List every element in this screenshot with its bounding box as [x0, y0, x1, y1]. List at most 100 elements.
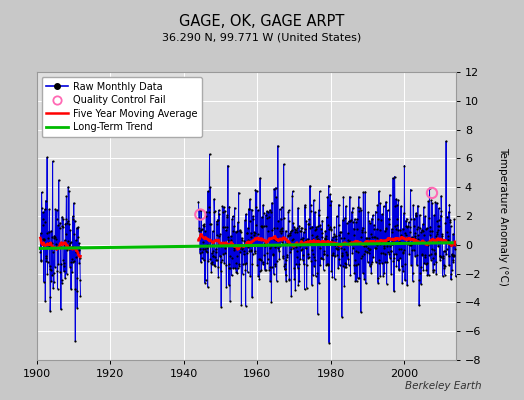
Point	[370, 234, 379, 240]
Point	[383, 259, 391, 266]
Point	[348, 208, 356, 215]
Point	[231, 204, 239, 211]
Point	[371, 245, 379, 252]
Point	[339, 194, 347, 200]
Point	[41, 298, 49, 304]
Point	[71, 218, 79, 224]
Point	[433, 218, 441, 224]
Point	[314, 223, 322, 230]
Point	[198, 226, 206, 233]
Point	[75, 244, 84, 250]
Point	[205, 151, 214, 157]
Point	[261, 243, 269, 249]
Point	[73, 288, 81, 294]
Point	[53, 286, 62, 292]
Point	[404, 223, 412, 229]
Point	[292, 229, 301, 235]
Point	[258, 214, 266, 220]
Point	[226, 298, 234, 304]
Point	[308, 223, 316, 230]
Point	[398, 250, 407, 256]
Point	[288, 237, 296, 244]
Point	[450, 252, 458, 258]
Point	[281, 261, 289, 267]
Point	[312, 234, 320, 240]
Point	[447, 252, 456, 258]
Point	[366, 231, 375, 237]
Point	[69, 259, 78, 266]
Point	[274, 218, 282, 224]
Point	[245, 218, 254, 224]
Point	[303, 262, 311, 269]
Point	[340, 282, 348, 289]
Point	[43, 271, 51, 277]
Point	[376, 273, 385, 280]
Point	[216, 231, 224, 238]
Point	[438, 233, 446, 239]
Point	[350, 262, 358, 268]
Point	[45, 229, 53, 235]
Point	[296, 228, 304, 234]
Point	[37, 258, 46, 265]
Point	[405, 251, 413, 257]
Point	[58, 214, 67, 220]
Point	[60, 268, 68, 275]
Point	[48, 158, 57, 164]
Point	[421, 254, 429, 260]
Point	[433, 200, 441, 206]
Point	[310, 197, 318, 203]
Point	[237, 301, 246, 308]
Point	[267, 242, 275, 249]
Point	[208, 261, 216, 268]
Point	[209, 252, 217, 259]
Point	[345, 218, 353, 224]
Point	[346, 238, 354, 244]
Point	[275, 248, 283, 254]
Point	[382, 224, 390, 231]
Point	[249, 213, 257, 220]
Point	[286, 248, 294, 255]
Point	[198, 248, 206, 255]
Point	[287, 293, 296, 300]
Point	[356, 205, 364, 212]
Point	[333, 252, 342, 258]
Point	[354, 204, 362, 210]
Point	[342, 203, 350, 209]
Point	[395, 266, 403, 272]
Text: 36.290 N, 99.771 W (United States): 36.290 N, 99.771 W (United States)	[162, 32, 362, 42]
Point	[434, 226, 443, 233]
Point	[390, 255, 398, 262]
Point	[254, 273, 263, 280]
Point	[214, 207, 223, 213]
Point	[414, 236, 422, 243]
Point	[295, 277, 303, 284]
Point	[242, 211, 250, 217]
Point	[209, 248, 217, 254]
Point	[263, 208, 271, 214]
Point	[279, 255, 287, 261]
Point	[402, 216, 411, 222]
Point	[362, 280, 370, 286]
Point	[260, 252, 269, 258]
Point	[438, 231, 446, 238]
Point	[45, 206, 53, 213]
Point	[381, 251, 389, 258]
Point	[234, 265, 242, 271]
Point	[439, 252, 447, 259]
Point	[378, 211, 386, 218]
Point	[200, 257, 208, 264]
Point	[273, 225, 281, 232]
Point	[234, 190, 243, 196]
Point	[407, 262, 416, 268]
Point	[221, 208, 229, 214]
Point	[38, 240, 47, 247]
Point	[62, 193, 71, 200]
Point	[359, 189, 367, 196]
Point	[307, 202, 315, 209]
Point	[356, 239, 365, 246]
Point	[328, 236, 336, 243]
Point	[332, 236, 341, 242]
Point	[445, 262, 453, 269]
Point	[350, 270, 358, 276]
Point	[275, 256, 283, 262]
